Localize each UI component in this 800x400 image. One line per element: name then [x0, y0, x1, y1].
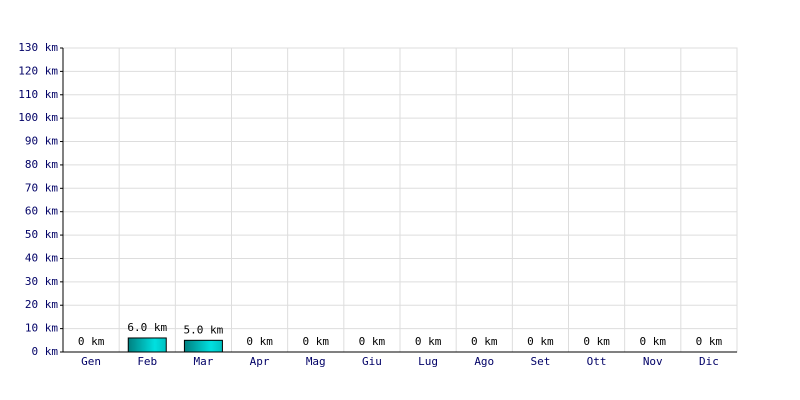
- value-label: 6.0 km: [127, 321, 167, 334]
- y-tick-label: 30 km: [25, 275, 58, 288]
- x-tick-label: Mag: [306, 355, 326, 368]
- value-label: 0 km: [583, 335, 610, 348]
- y-tick-label: 130 km: [18, 41, 58, 54]
- y-tick-label: 80 km: [25, 158, 58, 171]
- x-tick-label: Dic: [699, 355, 719, 368]
- bar: [127, 337, 167, 353]
- value-label: 0 km: [303, 335, 330, 348]
- x-tick-label: Ago: [474, 355, 494, 368]
- y-tick-label: 70 km: [25, 181, 58, 194]
- x-tick-label: Ott: [587, 355, 607, 368]
- value-label: 0 km: [359, 335, 386, 348]
- y-tick-label: 60 km: [25, 205, 58, 218]
- y-tick-label: 50 km: [25, 228, 58, 241]
- bar: [183, 339, 223, 353]
- y-tick-label: 40 km: [25, 251, 58, 264]
- y-tick-label: 90 km: [25, 135, 58, 148]
- value-label: 0 km: [696, 335, 723, 348]
- y-tick-label: 0 km: [32, 345, 59, 358]
- value-label: 0 km: [78, 335, 105, 348]
- x-tick-label: Gen: [81, 355, 101, 368]
- value-label: 0 km: [415, 335, 442, 348]
- y-tick-label: 20 km: [25, 298, 58, 311]
- y-tick-label: 110 km: [18, 88, 58, 101]
- value-label: 0 km: [527, 335, 554, 348]
- x-tick-label: Lug: [418, 355, 438, 368]
- value-label: 0 km: [471, 335, 498, 348]
- x-tick-label: Apr: [250, 355, 270, 368]
- y-tick-label: 10 km: [25, 322, 58, 335]
- x-tick-label: Mar: [193, 355, 213, 368]
- value-label: 5.0 km: [184, 323, 224, 336]
- x-tick-label: Feb: [137, 355, 157, 368]
- y-tick-label: 120 km: [18, 64, 58, 77]
- value-label: 0 km: [640, 335, 667, 348]
- x-tick-label: Set: [530, 355, 550, 368]
- value-label: 0 km: [246, 335, 273, 348]
- y-tick-label: 100 km: [18, 111, 58, 124]
- x-tick-label: Giu: [362, 355, 382, 368]
- x-tick-label: Nov: [643, 355, 663, 368]
